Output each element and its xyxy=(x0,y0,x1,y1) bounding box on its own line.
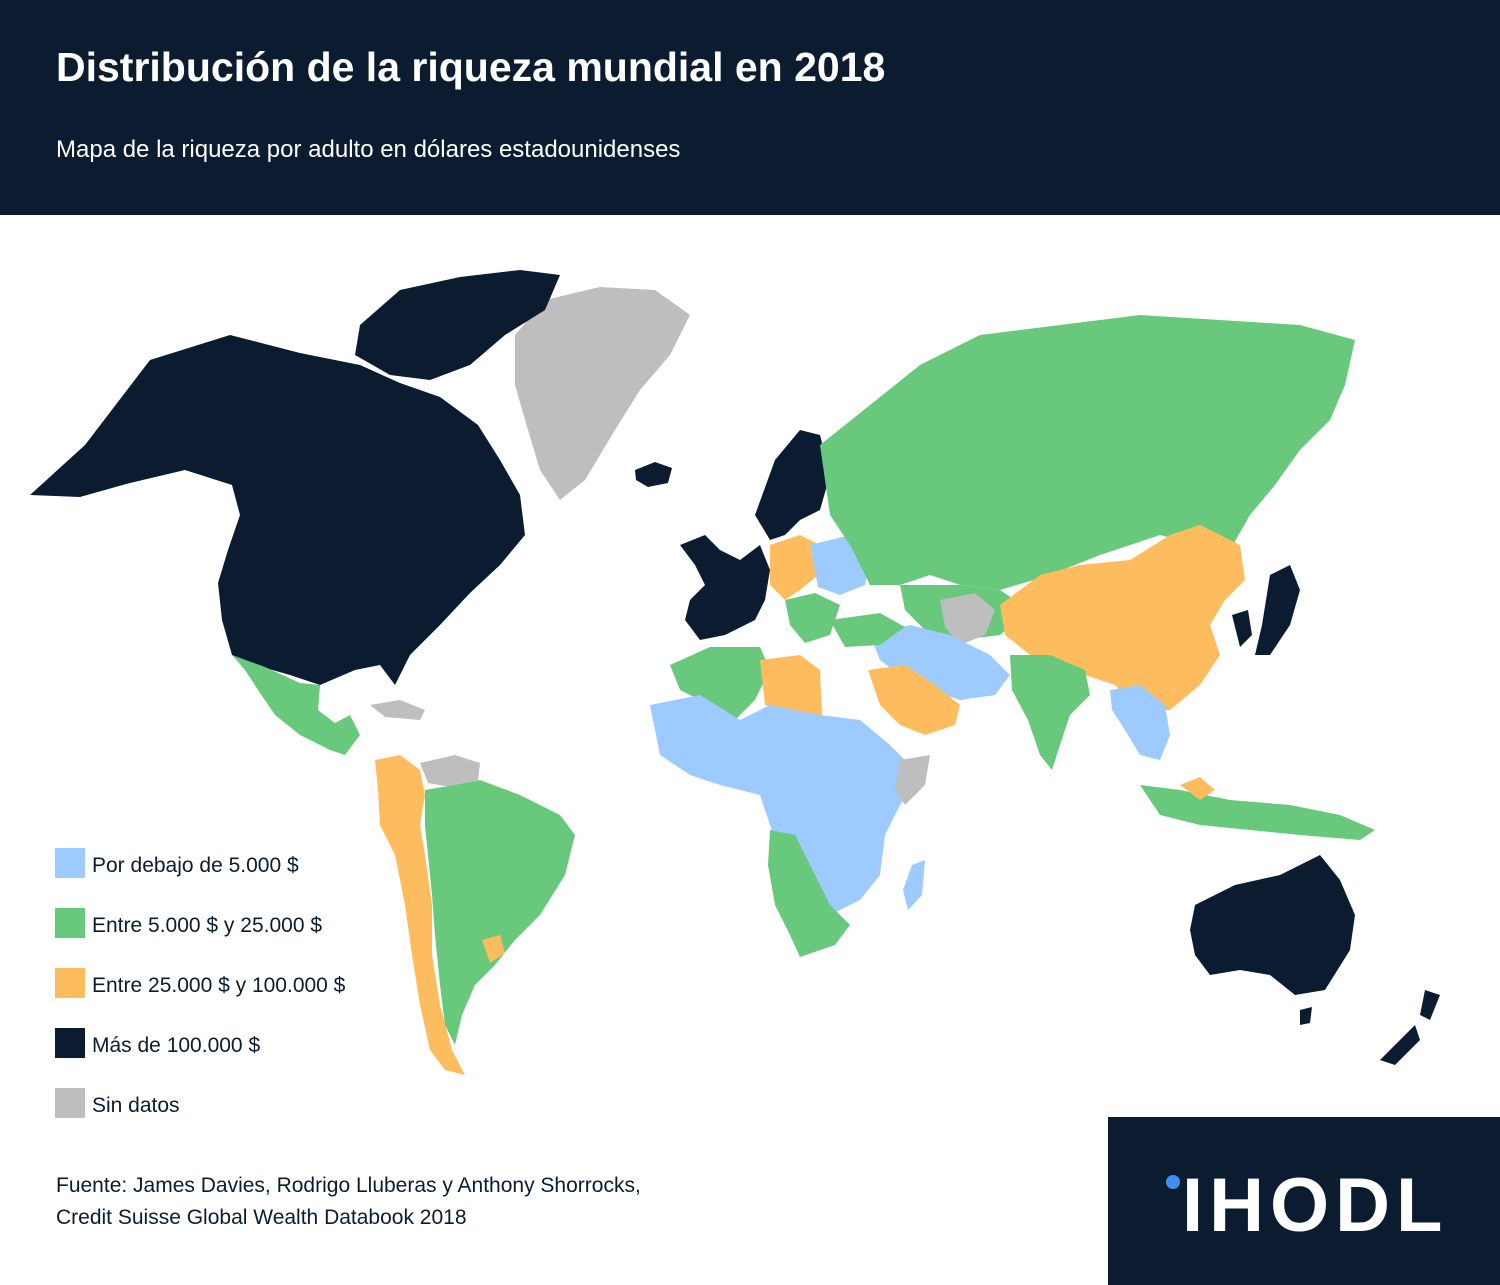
legend-item-above-100000: Más de 100.000 $ xyxy=(55,1028,475,1060)
legend-item-no-data: Sin datos xyxy=(55,1088,475,1120)
region-tasmania xyxy=(1300,1007,1312,1025)
page-title: Distribución de la riqueza mundial en 20… xyxy=(56,44,886,90)
region-mexico xyxy=(232,655,360,755)
legend-item-5000-25000: Entre 5.000 $ y 25.000 $ xyxy=(55,908,475,940)
region-southern-africa xyxy=(768,830,850,957)
region-andes xyxy=(375,755,465,1075)
legend-swatch xyxy=(55,1088,85,1118)
region-central-asia xyxy=(940,593,995,645)
region-libya xyxy=(760,655,822,715)
region-uruguay xyxy=(482,935,505,963)
region-south-america xyxy=(425,780,575,1045)
legend-label: Sin datos xyxy=(92,1094,180,1117)
region-caribbean xyxy=(370,700,425,720)
region-saudi xyxy=(868,665,960,735)
legend-item-25000-100000: Entre 25.000 $ y 100.000 $ xyxy=(55,968,475,1000)
region-new-zealand xyxy=(1380,990,1440,1065)
legend-label: Entre 25.000 $ y 100.000 $ xyxy=(92,974,346,997)
legend-swatch xyxy=(55,1028,85,1058)
region-venezuela xyxy=(420,755,480,787)
legend-label: Por debajo de 5.000 $ xyxy=(92,854,299,877)
legend-item-below-5000: Por debajo de 5.000 $ xyxy=(55,848,475,880)
brand-logo: IHODL xyxy=(1108,1117,1500,1285)
region-india xyxy=(1010,655,1090,770)
region-indonesia xyxy=(1140,785,1375,840)
region-malaysia xyxy=(1180,777,1215,800)
region-russia xyxy=(820,315,1355,590)
world-map xyxy=(30,270,1440,1075)
region-balkans xyxy=(785,593,840,643)
page-subtitle: Mapa de la riqueza por adulto en dólares… xyxy=(56,136,681,163)
legend-swatch xyxy=(55,968,85,998)
region-australia xyxy=(1190,855,1355,995)
region-africa xyxy=(650,695,920,915)
legend-swatch xyxy=(55,908,85,938)
header-banner: Distribución de la riqueza mundial en 20… xyxy=(0,0,1500,215)
region-greenland xyxy=(515,287,690,500)
source-note: Fuente: James Davies, Rodrigo Lluberas y… xyxy=(56,1170,641,1234)
legend-label: Entre 5.000 $ y 25.000 $ xyxy=(92,914,323,937)
legend-label: Más de 100.000 $ xyxy=(92,1034,261,1057)
region-middle-east-north xyxy=(870,625,1010,700)
region-western-europe xyxy=(680,535,770,640)
region-korea xyxy=(1232,610,1252,647)
region-scandinavia xyxy=(755,430,830,540)
region-poland xyxy=(770,535,820,600)
region-turkey xyxy=(830,613,905,647)
region-se-asia xyxy=(1110,685,1170,760)
region-north-america xyxy=(30,335,525,685)
legend-swatch xyxy=(55,848,85,878)
region-canada-islands xyxy=(355,270,560,380)
region-iceland xyxy=(635,462,672,487)
logo-dot-icon xyxy=(1166,1175,1180,1189)
logo-text: IHODL xyxy=(1182,1163,1449,1248)
region-north-africa xyxy=(670,647,770,720)
source-line-1: Fuente: James Davies, Rodrigo Lluberas y… xyxy=(56,1174,641,1197)
region-somalia xyxy=(895,755,930,805)
source-line-2: Credit Suisse Global Wealth Databook 201… xyxy=(56,1206,467,1229)
region-madagascar xyxy=(903,860,925,910)
region-japan xyxy=(1255,565,1300,655)
